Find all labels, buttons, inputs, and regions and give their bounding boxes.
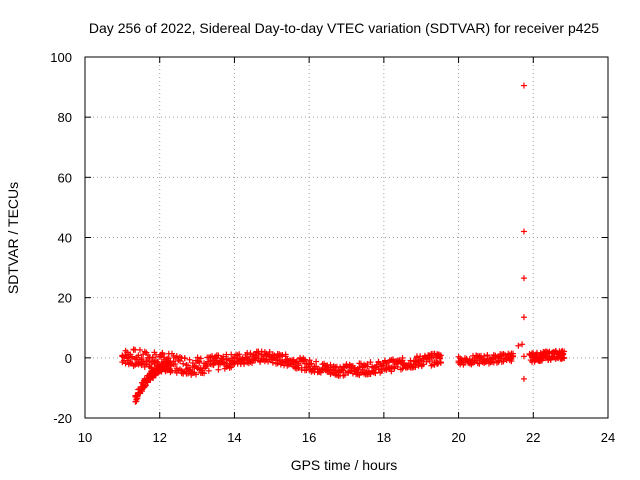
x-tick-label: 22 (526, 430, 540, 445)
data-point (197, 355, 204, 362)
data-points (119, 82, 568, 405)
y-tick-label: 20 (58, 291, 72, 306)
data-point (166, 366, 173, 373)
y-tick-label: 40 (58, 231, 72, 246)
data-point (247, 350, 254, 357)
data-point (367, 359, 374, 366)
data-point (166, 359, 173, 366)
data-point (301, 356, 308, 363)
chart-title: Day 256 of 2022, Sidereal Day-to-day VTE… (89, 20, 599, 36)
data-point (437, 352, 444, 359)
data-point (204, 362, 211, 369)
outlier-point (520, 82, 527, 89)
x-tick-label: 18 (377, 430, 391, 445)
data-point (510, 352, 517, 359)
data-point (180, 360, 187, 367)
data-point (412, 364, 419, 371)
x-tick-labels: 10 12 14 16 18 20 22 24 (78, 430, 615, 445)
data-point (327, 361, 334, 368)
outlier-point (519, 341, 526, 348)
data-point (399, 365, 406, 372)
outlier-point (520, 375, 527, 382)
data-point (194, 354, 201, 361)
data-point (394, 363, 401, 370)
data-point (181, 355, 188, 362)
data-point (561, 348, 568, 355)
data-point (135, 352, 142, 359)
data-point (193, 371, 200, 378)
x-axis-label: GPS time / hours (291, 457, 398, 473)
y-tick-label: 0 (65, 351, 72, 366)
data-point (173, 353, 180, 360)
x-tick-label: 24 (601, 430, 615, 445)
y-axis-label: SDTVAR / TECUs (5, 182, 21, 294)
x-tick-label: 12 (152, 430, 166, 445)
data-point (215, 366, 222, 373)
data-point (186, 356, 193, 363)
data-point (484, 352, 491, 359)
data-point (341, 371, 348, 378)
data-point (138, 362, 145, 369)
x-tick-label: 16 (302, 430, 316, 445)
data-point (399, 354, 406, 361)
data-point (308, 360, 315, 367)
outlier-point (520, 353, 527, 360)
data-point (205, 367, 212, 374)
outlier-point (520, 314, 527, 321)
y-tick-label: 100 (50, 50, 72, 65)
outlier-point (515, 342, 522, 349)
data-point (375, 366, 382, 373)
y-tick-label: 80 (58, 110, 72, 125)
data-point (313, 358, 320, 365)
data-point (165, 366, 172, 373)
y-tick-label: 60 (58, 170, 72, 185)
data-point (136, 346, 143, 353)
data-point (215, 352, 222, 359)
data-point (201, 370, 208, 377)
data-point (561, 355, 568, 362)
outlier-point (520, 228, 527, 235)
data-point (149, 354, 156, 361)
x-tick-label: 20 (451, 430, 465, 445)
data-point (172, 361, 179, 368)
data-point (207, 358, 214, 365)
outlier-point (520, 275, 527, 282)
y-tick-labels: -20 0 20 40 60 80 100 (50, 50, 72, 426)
data-point (420, 361, 427, 368)
data-point (124, 357, 131, 364)
data-point (258, 348, 265, 355)
data-point (279, 352, 286, 359)
data-point (436, 353, 443, 360)
axis-ticks (84, 56, 609, 419)
data-point (437, 359, 444, 366)
data-point (476, 360, 483, 367)
data-point (221, 359, 228, 366)
x-tick-label: 10 (78, 430, 92, 445)
x-tick-label: 14 (227, 430, 241, 445)
y-tick-label: -20 (53, 411, 72, 426)
